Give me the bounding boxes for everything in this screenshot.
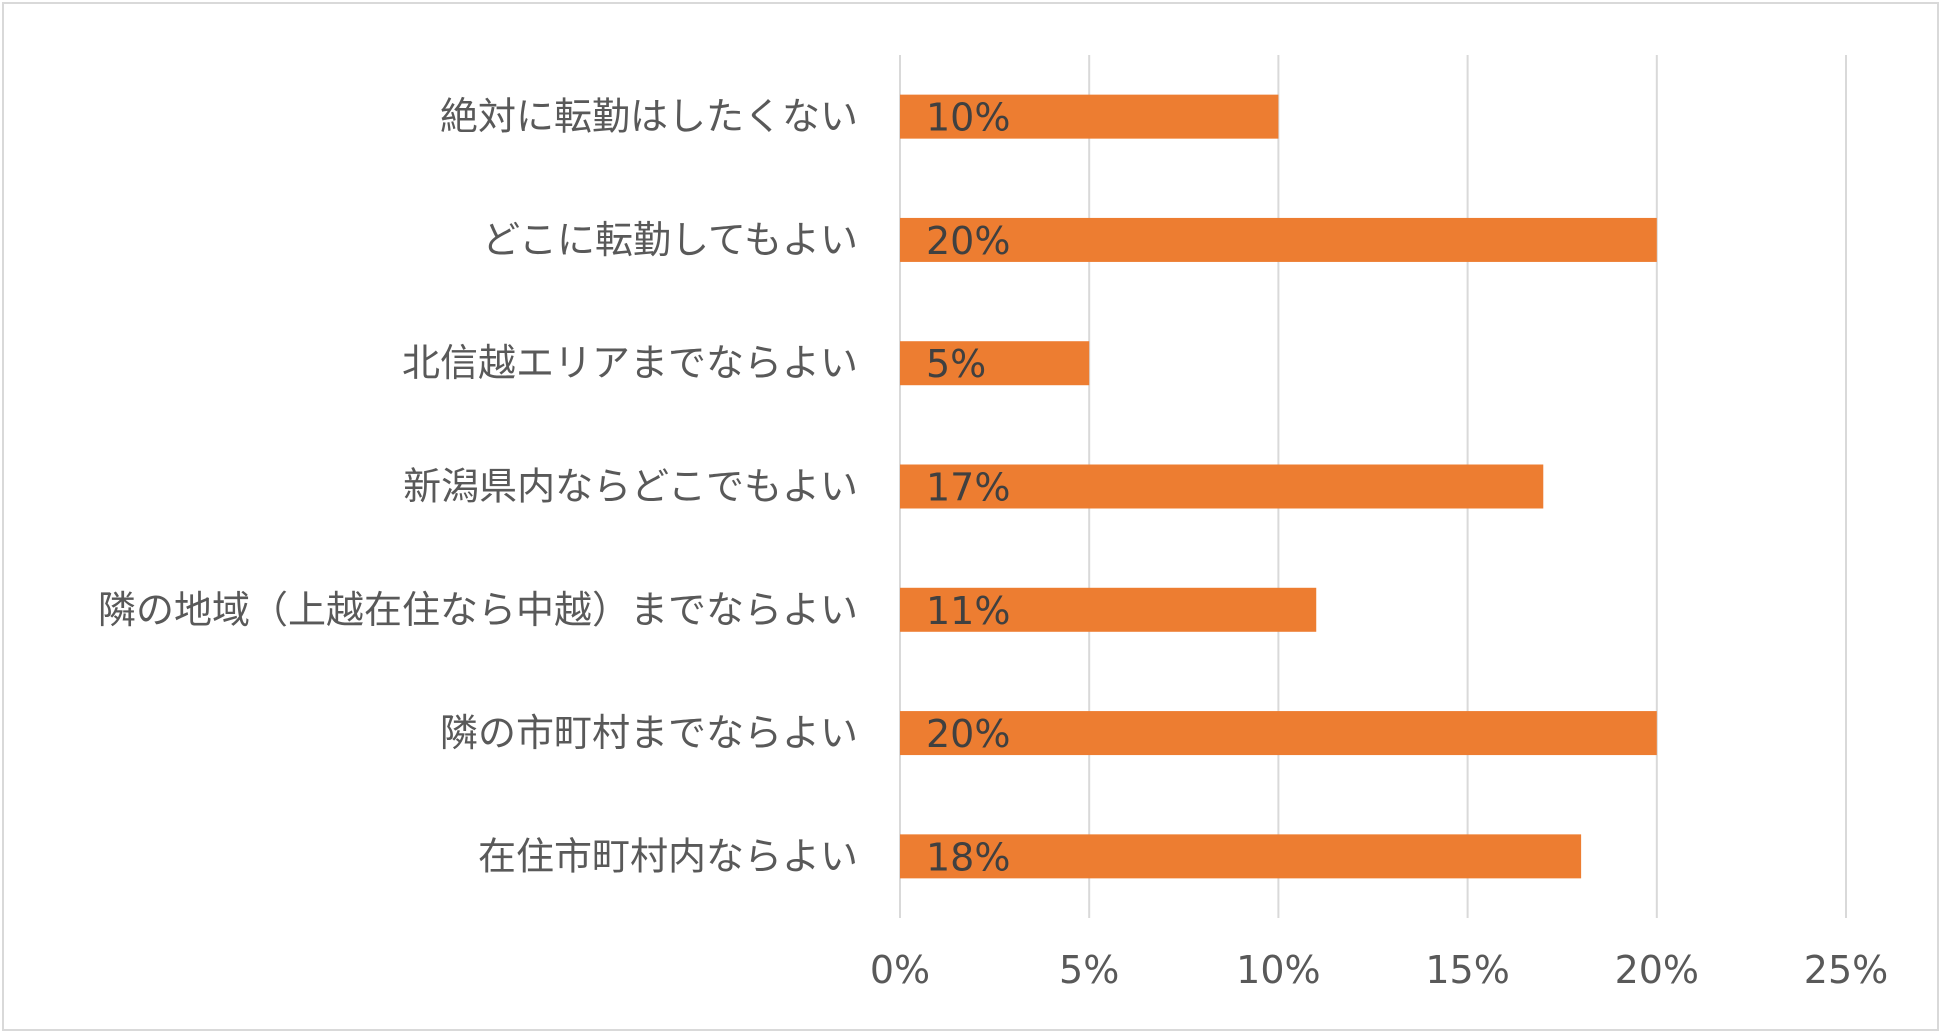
bar — [900, 834, 1582, 879]
bar — [900, 217, 1657, 262]
bar — [900, 587, 1317, 632]
bars — [900, 94, 1657, 879]
category-label: 隣の地域（上越在住なら中越）までならよい — [98, 588, 858, 632]
x-tick-label: 20% — [1615, 948, 1699, 992]
category-label: 在住市町村内ならよい — [478, 834, 858, 878]
bar — [900, 94, 1279, 139]
x-tick-label: 10% — [1236, 948, 1320, 992]
bar — [900, 341, 1090, 386]
data-label: 10% — [926, 96, 1010, 140]
data-label: 20% — [926, 219, 1010, 263]
x-tick-label: 15% — [1425, 948, 1509, 992]
data-label: 17% — [926, 466, 1010, 510]
category-label: 絶対に転勤はしたくない — [440, 95, 858, 139]
data-label: 18% — [926, 835, 1010, 879]
bar — [900, 464, 1544, 509]
category-label: 新潟県内ならどこでもよい — [403, 465, 858, 509]
bar — [900, 711, 1657, 756]
category-label: どこに転勤してもよい — [482, 218, 858, 262]
category-label: 隣の市町村までならよい — [440, 711, 858, 755]
data-label: 20% — [926, 712, 1010, 756]
data-labels: 10% 20% 5% 17% 11% 20% 18% — [926, 96, 1010, 880]
x-tick-labels: 0% 5% 10% 15% 20% 25% — [870, 948, 1888, 992]
gridlines — [899, 55, 1847, 918]
x-tick-label: 5% — [1059, 948, 1119, 992]
category-labels: 絶対に転勤はしたくないどこに転勤してもよい北信越エリアまでならよい新潟県内ならど… — [98, 95, 858, 879]
category-label: 北信越エリアまでならよい — [402, 341, 858, 385]
data-label: 5% — [926, 342, 986, 386]
data-label: 11% — [926, 589, 1010, 633]
x-tick-label: 0% — [870, 948, 930, 992]
x-tick-label: 25% — [1804, 948, 1888, 992]
